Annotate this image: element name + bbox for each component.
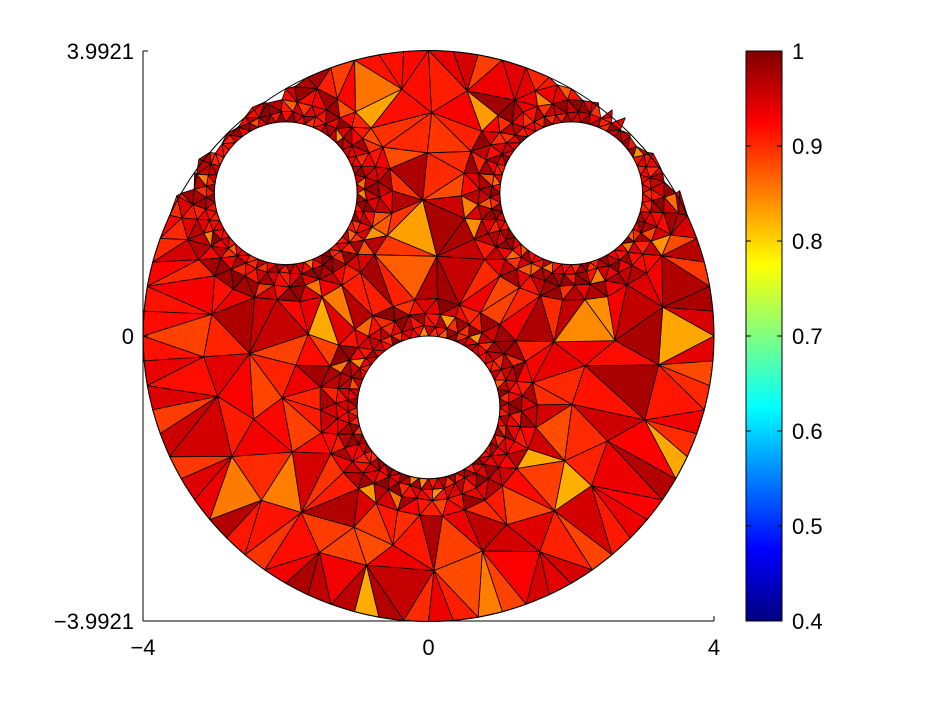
y-tick-label: 0 bbox=[122, 324, 134, 349]
y-tick-label: −3.9921 bbox=[54, 609, 134, 634]
hole-2 bbox=[499, 121, 644, 266]
mesh-triangle bbox=[266, 99, 283, 112]
mesh-triangle bbox=[192, 188, 207, 206]
mesh-triangle bbox=[428, 50, 468, 113]
mesh-triangle bbox=[627, 136, 637, 151]
colorbar-bar bbox=[745, 50, 783, 622]
mesh-triangle bbox=[338, 328, 359, 348]
mesh-triangle bbox=[294, 76, 318, 89]
colorbar-tick-label: 0.9 bbox=[792, 134, 823, 159]
hole-3 bbox=[356, 335, 501, 480]
hole-1 bbox=[213, 121, 358, 266]
y-tick-label: 3.9921 bbox=[67, 39, 134, 64]
mesh-triangle bbox=[319, 526, 367, 566]
mesh-triangle bbox=[217, 395, 254, 457]
mesh-triangle bbox=[584, 340, 659, 367]
colorbar-tick-label: 0.4 bbox=[792, 609, 823, 634]
colorbar-ticks: 1 0.9 0.8 0.7 0.6 0.5 0.4 bbox=[746, 39, 823, 634]
mesh-triangle bbox=[564, 403, 608, 462]
colorbar-tick-label: 0.5 bbox=[792, 514, 823, 539]
mesh-triangle bbox=[610, 117, 626, 131]
mesh-triangle bbox=[169, 195, 183, 219]
mesh-triangle bbox=[481, 550, 541, 605]
mesh-triangle bbox=[426, 112, 472, 154]
mesh-triangle bbox=[253, 397, 293, 453]
mesh-triangle bbox=[237, 122, 251, 132]
mesh-triangle bbox=[650, 234, 672, 257]
triangle-mesh bbox=[142, 50, 715, 622]
mesh-triangle bbox=[316, 88, 338, 111]
mesh-triangle bbox=[600, 109, 613, 119]
x-tick-label: 0 bbox=[422, 635, 434, 660]
mesh-triangle bbox=[336, 98, 357, 119]
mesh-triangle bbox=[354, 315, 374, 337]
mesh-triangle bbox=[514, 90, 538, 107]
mesh-triangle bbox=[493, 323, 517, 343]
mesh-triangle bbox=[181, 217, 198, 241]
mesh-triangle bbox=[422, 199, 466, 257]
mesh-triangle bbox=[251, 101, 266, 118]
mesh-triangle bbox=[619, 129, 631, 144]
mesh-triangle bbox=[646, 255, 664, 308]
colorbar-tick-label: 1 bbox=[792, 39, 804, 64]
mesh-triangle bbox=[281, 99, 298, 112]
mesh-triangle bbox=[535, 76, 558, 92]
mesh-triangle bbox=[372, 306, 396, 322]
mesh-triangle bbox=[553, 299, 616, 343]
mesh-triangle bbox=[433, 550, 483, 618]
mesh-triangle bbox=[193, 173, 207, 190]
mesh-triangle bbox=[203, 353, 251, 397]
mesh-triangle bbox=[392, 299, 416, 316]
y-tick-labels: 3.9921 0 −3.9921 bbox=[54, 39, 148, 634]
colorbar-tick-label: 0.8 bbox=[792, 229, 823, 254]
mesh-triangle bbox=[214, 143, 225, 158]
mesh-triangle bbox=[422, 152, 465, 201]
mesh-triangle bbox=[458, 304, 481, 325]
mesh-triangle bbox=[567, 99, 584, 113]
x-tick-labels: −4 0 4 bbox=[130, 616, 720, 660]
mesh-triangle bbox=[196, 158, 212, 175]
mesh-triangle bbox=[187, 239, 212, 261]
mesh-triangle bbox=[632, 145, 645, 158]
x-tick-label: 4 bbox=[708, 635, 720, 660]
mesh-triangle bbox=[198, 257, 222, 277]
mesh-triangle bbox=[249, 353, 297, 399]
colorbar-tick-label: 0.6 bbox=[792, 419, 823, 444]
mesh-triangle bbox=[221, 134, 236, 145]
mesh-triangle bbox=[258, 102, 271, 118]
mesh-triangle bbox=[539, 510, 593, 571]
colorbar: 1 0.9 0.8 0.7 0.6 0.5 0.4 bbox=[745, 39, 823, 634]
x-tick-label: −4 bbox=[130, 635, 155, 660]
mesh-triangle bbox=[678, 190, 688, 216]
mesh-triangle bbox=[479, 312, 501, 334]
colorbar-tick-label: 0.7 bbox=[792, 324, 823, 349]
mesh-triangle bbox=[414, 255, 438, 301]
